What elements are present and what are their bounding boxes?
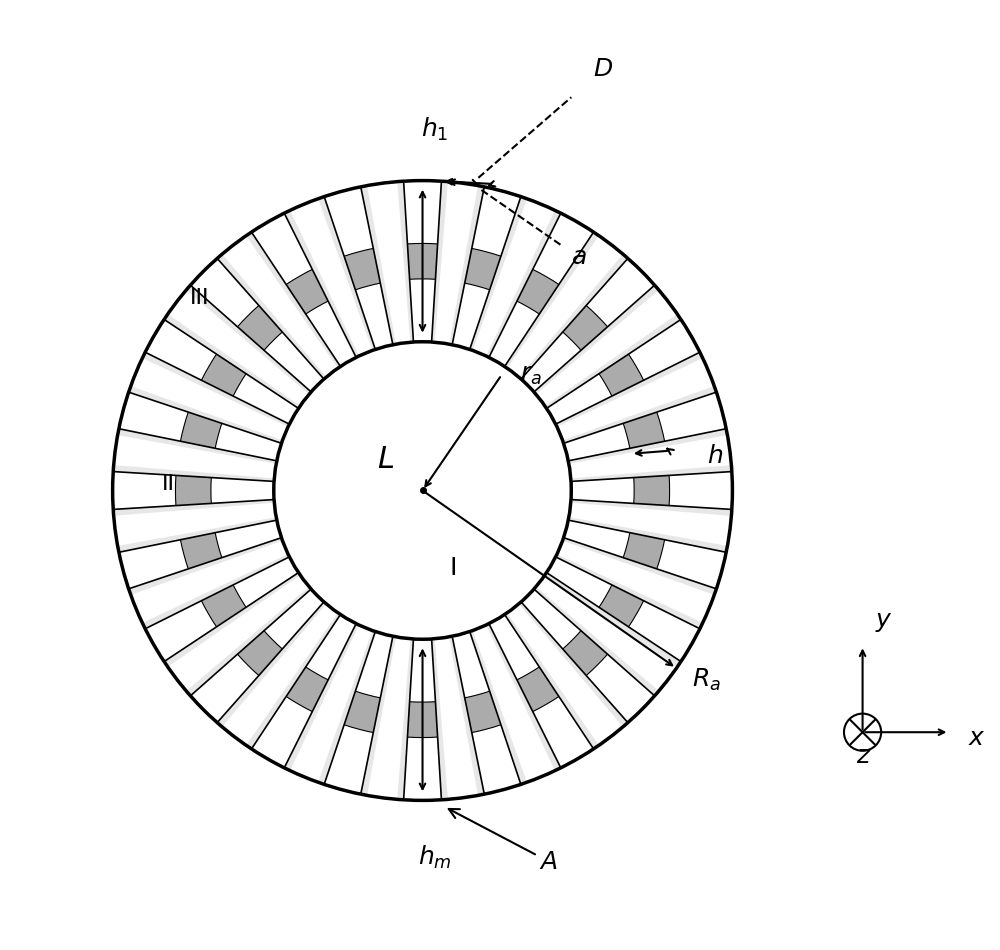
Wedge shape [564, 521, 726, 589]
Wedge shape [517, 270, 559, 314]
Wedge shape [465, 692, 501, 732]
Wedge shape [201, 585, 246, 627]
Wedge shape [486, 210, 599, 369]
Wedge shape [486, 613, 599, 770]
Wedge shape [246, 210, 359, 369]
Wedge shape [246, 613, 359, 770]
Wedge shape [201, 354, 246, 396]
Wedge shape [180, 533, 222, 569]
Wedge shape [190, 589, 324, 723]
Wedge shape [324, 187, 393, 350]
Wedge shape [404, 639, 441, 801]
Text: A: A [449, 809, 557, 874]
Wedge shape [449, 631, 527, 795]
Wedge shape [564, 392, 726, 461]
Text: $D$: $D$ [593, 57, 613, 81]
Wedge shape [251, 615, 356, 768]
Wedge shape [489, 213, 594, 367]
Wedge shape [113, 471, 274, 509]
Wedge shape [545, 554, 703, 667]
Wedge shape [545, 314, 703, 427]
Wedge shape [186, 587, 326, 727]
Wedge shape [404, 180, 441, 342]
Wedge shape [563, 306, 608, 351]
Wedge shape [145, 319, 298, 424]
Text: II: II [162, 474, 175, 494]
Wedge shape [286, 270, 328, 314]
Text: $h_m$: $h_m$ [418, 844, 452, 871]
Wedge shape [237, 306, 282, 351]
Text: $h$: $h$ [707, 444, 723, 468]
Wedge shape [547, 557, 700, 661]
Wedge shape [452, 187, 521, 350]
Wedge shape [190, 258, 324, 392]
Wedge shape [407, 702, 438, 737]
Wedge shape [118, 517, 282, 595]
Wedge shape [623, 412, 665, 448]
Wedge shape [142, 314, 300, 427]
Wedge shape [519, 255, 659, 394]
Wedge shape [113, 466, 274, 516]
Wedge shape [465, 248, 501, 290]
Text: $x$: $x$ [968, 726, 986, 750]
Wedge shape [251, 213, 356, 367]
Wedge shape [318, 631, 396, 795]
Wedge shape [175, 475, 211, 505]
Text: $h_1$: $h_1$ [421, 116, 449, 143]
Wedge shape [489, 615, 594, 768]
Text: I: I [450, 556, 457, 580]
Text: $a$: $a$ [571, 245, 587, 270]
Wedge shape [563, 517, 727, 595]
Wedge shape [118, 386, 282, 464]
Wedge shape [517, 667, 559, 712]
Wedge shape [599, 354, 644, 396]
Wedge shape [397, 180, 448, 342]
Wedge shape [407, 243, 438, 279]
Wedge shape [119, 521, 281, 589]
Text: $y$: $y$ [875, 610, 893, 634]
Text: $z$: $z$ [856, 744, 872, 769]
Wedge shape [186, 255, 326, 394]
Wedge shape [318, 185, 396, 351]
Wedge shape [571, 471, 732, 509]
Wedge shape [286, 667, 328, 712]
Wedge shape [563, 386, 727, 464]
Text: III: III [190, 289, 209, 309]
Text: $R_a$: $R_a$ [692, 667, 721, 694]
Wedge shape [547, 319, 700, 424]
Wedge shape [119, 392, 281, 461]
Wedge shape [521, 589, 655, 723]
Text: $L$: $L$ [377, 445, 394, 474]
Text: $r_a$: $r_a$ [520, 363, 542, 388]
Wedge shape [142, 554, 300, 667]
Wedge shape [452, 632, 521, 794]
Wedge shape [563, 631, 608, 675]
Polygon shape [113, 180, 732, 801]
Wedge shape [180, 412, 222, 448]
Wedge shape [344, 248, 380, 290]
Wedge shape [344, 692, 380, 732]
Wedge shape [519, 587, 659, 727]
Wedge shape [623, 533, 665, 569]
Wedge shape [571, 466, 732, 516]
Wedge shape [145, 557, 298, 661]
Wedge shape [449, 185, 527, 351]
Wedge shape [521, 258, 655, 392]
Wedge shape [634, 475, 670, 505]
Circle shape [274, 342, 571, 639]
Wedge shape [599, 585, 644, 627]
Wedge shape [397, 638, 448, 801]
Wedge shape [324, 632, 393, 794]
Wedge shape [237, 631, 282, 675]
